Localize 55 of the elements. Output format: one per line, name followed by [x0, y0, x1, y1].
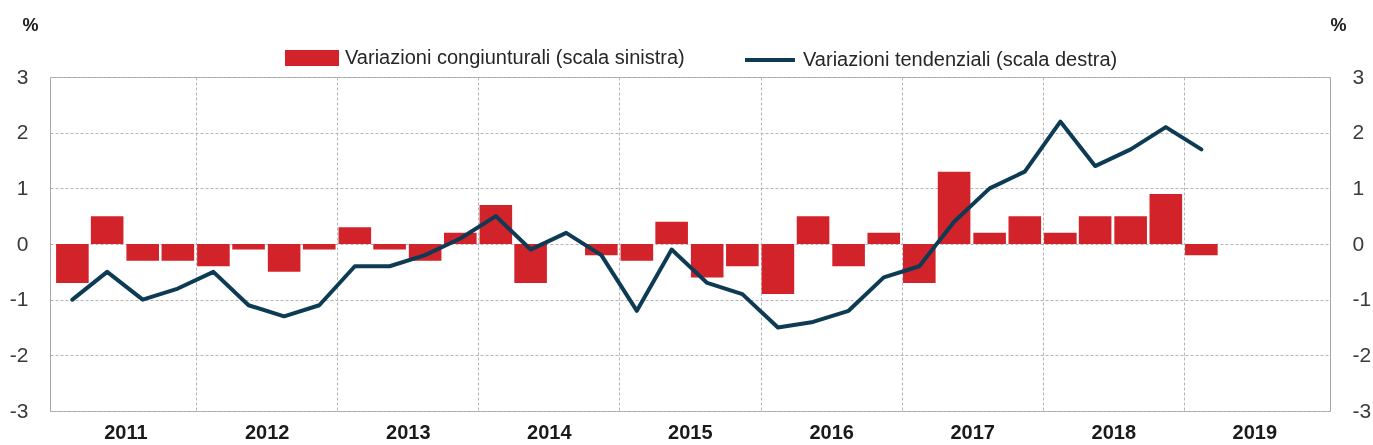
x-tick-label: 2012	[244, 420, 290, 443]
bar	[1185, 244, 1218, 256]
y2-tick-label: -3	[1352, 398, 1372, 422]
bar	[867, 232, 901, 244]
bar	[973, 232, 1006, 244]
bar	[761, 244, 795, 295]
bar	[267, 244, 301, 272]
legend-label: Variazioni congiunturali (scala sinistra)	[345, 46, 685, 68]
x-tick-label: 2013	[386, 420, 431, 443]
x-tick-label: 2019	[1232, 420, 1278, 443]
bar	[161, 244, 195, 261]
bar	[197, 244, 230, 267]
line-series	[70, 119, 1204, 330]
bar	[232, 244, 265, 250]
y2-axis-title: %	[1330, 14, 1347, 35]
y2-tick-label: -2	[1352, 342, 1372, 366]
x-tick-label: 2015	[668, 420, 713, 443]
bar	[726, 244, 759, 267]
bar	[1008, 216, 1042, 244]
bar	[302, 244, 336, 250]
bar	[373, 244, 406, 250]
x-tick-label: 2017	[950, 420, 995, 443]
bar	[620, 244, 654, 261]
x-tick-label: 2018	[1091, 420, 1137, 443]
bar	[1044, 232, 1077, 244]
bar	[1149, 193, 1183, 244]
y-tick-label: 3	[16, 64, 29, 88]
y2-tick-label: -1	[1352, 287, 1372, 311]
bar	[90, 216, 124, 244]
bar	[338, 227, 372, 244]
bar	[937, 171, 971, 244]
y-axis-title: %	[22, 14, 39, 35]
y-tick-label: -1	[9, 287, 29, 311]
y2-tick-label: 0	[1352, 231, 1365, 255]
y2-tick-label: 2	[1352, 120, 1365, 144]
y-tick-label: -3	[9, 398, 29, 422]
bar	[1078, 216, 1112, 244]
bar	[832, 244, 865, 267]
x-tick-label: 2016	[809, 420, 854, 443]
bar	[126, 244, 159, 261]
y2-tick-label: 1	[1352, 175, 1365, 199]
bar	[514, 244, 547, 283]
bar	[690, 244, 724, 278]
legend-label: Variazioni tendenziali (scala destra)	[803, 48, 1118, 70]
bar	[655, 221, 688, 244]
bar	[1114, 216, 1147, 244]
y-tick-label: -2	[9, 342, 29, 366]
y-tick-label: 1	[16, 175, 29, 199]
y-tick-label: 2	[16, 120, 29, 144]
x-tick-label: 2014	[527, 420, 573, 443]
x-tick-label: 2011	[104, 420, 148, 443]
y-tick-label: 0	[16, 231, 29, 255]
y2-tick-label: 3	[1352, 64, 1365, 88]
bar	[56, 244, 89, 283]
bar	[796, 216, 830, 244]
